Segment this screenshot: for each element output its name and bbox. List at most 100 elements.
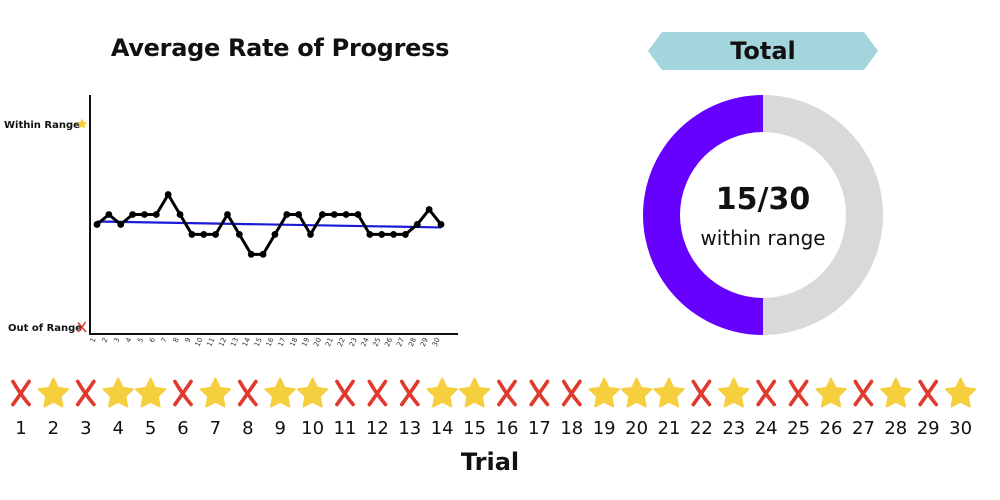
data-point bbox=[164, 191, 172, 198]
data-point bbox=[188, 231, 196, 238]
cross-icon bbox=[788, 379, 809, 407]
x-tick-label: 3 bbox=[112, 336, 121, 343]
x-tick-label: 19 bbox=[300, 336, 311, 347]
x-tick-label: 23 bbox=[348, 336, 359, 347]
trial-number: 2 bbox=[48, 418, 59, 439]
x-tick-label: 18 bbox=[288, 336, 299, 347]
donut-title: Total bbox=[730, 37, 796, 65]
x-tick-label: 20 bbox=[312, 336, 323, 347]
trial-number: 16 bbox=[496, 418, 519, 439]
trial-number: 15 bbox=[463, 418, 486, 439]
total-banner bbox=[648, 32, 878, 70]
cross-icon bbox=[335, 379, 355, 407]
star-icon bbox=[588, 377, 620, 408]
trial-number: 17 bbox=[528, 418, 551, 439]
star-icon bbox=[653, 377, 685, 408]
x-tick-label: 9 bbox=[184, 336, 193, 343]
trial-number: 25 bbox=[787, 418, 810, 439]
trial-number: 11 bbox=[334, 418, 357, 439]
x-tick-label: 27 bbox=[395, 336, 406, 347]
x-tick-label: 10 bbox=[194, 336, 205, 347]
line-chart: Within Range Out of Range 1 2 3 4 5 6 7 8 9 10 11 1… bbox=[4, 95, 458, 348]
star-icon bbox=[199, 377, 232, 408]
x-tick-label: 22 bbox=[336, 336, 347, 347]
x-tick-label: 16 bbox=[265, 336, 276, 348]
data-point bbox=[283, 211, 291, 218]
star-icon bbox=[102, 377, 134, 408]
trial-number: 27 bbox=[852, 418, 875, 439]
trial-number: 10 bbox=[301, 418, 324, 439]
trial-strip: 1 2 3 4 5 6 7 8 9 10 11 12 13 14 15 16 17 18 19 20 21 22 23 24 2… bbox=[11, 377, 977, 439]
y-label-top: Within Range bbox=[4, 120, 80, 131]
line-chart-title: Average Rate of Progress bbox=[110, 34, 450, 62]
data-point bbox=[342, 211, 350, 218]
data-point bbox=[105, 211, 113, 218]
trial-number: 9 bbox=[274, 418, 285, 439]
y-label-bottom-cross-icon bbox=[77, 321, 87, 333]
x-tick-label: 15 bbox=[253, 336, 264, 347]
data-point bbox=[330, 211, 338, 218]
x-tick-label: 4 bbox=[124, 336, 133, 344]
data-point bbox=[259, 250, 267, 258]
data-point bbox=[271, 231, 279, 238]
trial-number: 14 bbox=[431, 418, 454, 439]
data-point bbox=[235, 231, 243, 238]
x-tick-label: 14 bbox=[241, 336, 252, 348]
star-icon bbox=[426, 377, 458, 408]
donut-center-caption: within range bbox=[700, 226, 826, 250]
star-icon bbox=[815, 377, 847, 408]
trial-number: 29 bbox=[917, 418, 940, 439]
cross-icon bbox=[497, 379, 517, 407]
trial-number: 1 bbox=[15, 418, 26, 439]
x-tick-label: 21 bbox=[324, 336, 335, 347]
trial-number: 21 bbox=[658, 418, 681, 439]
trial-number: 19 bbox=[593, 418, 616, 439]
cross-icon bbox=[367, 379, 388, 407]
cross-icon bbox=[853, 379, 874, 407]
x-tick-label: 29 bbox=[419, 336, 430, 347]
cross-icon bbox=[399, 379, 420, 407]
star-icon bbox=[296, 377, 329, 408]
data-point bbox=[390, 231, 397, 238]
donut-chart bbox=[643, 95, 883, 335]
y-label-bottom: Out of Range bbox=[8, 323, 82, 334]
trial-number: 30 bbox=[949, 418, 972, 439]
y-label-top-star-icon bbox=[76, 118, 88, 129]
trial-number: 18 bbox=[560, 418, 583, 439]
x-tick-label: 12 bbox=[217, 336, 228, 347]
x-tick-label: 5 bbox=[136, 336, 145, 343]
cross-icon bbox=[75, 379, 96, 407]
cross-icon bbox=[173, 379, 193, 407]
data-point bbox=[378, 231, 386, 238]
donut-center-value: 15/30 bbox=[715, 182, 811, 217]
trial-number: 26 bbox=[820, 418, 843, 439]
x-tick-label: 6 bbox=[148, 336, 157, 344]
x-tick-label: 25 bbox=[371, 336, 382, 347]
cross-icon bbox=[11, 379, 31, 407]
cross-icon bbox=[561, 379, 582, 407]
star-icon bbox=[620, 377, 653, 408]
star-icon bbox=[944, 377, 977, 408]
cross-icon bbox=[691, 379, 712, 407]
trial-number: 4 bbox=[112, 418, 123, 439]
data-point bbox=[295, 211, 303, 218]
cross-icon bbox=[756, 379, 777, 407]
cross-icon bbox=[918, 379, 939, 407]
trial-number: 20 bbox=[625, 418, 648, 439]
x-tick-label: 28 bbox=[407, 336, 418, 347]
data-point bbox=[129, 211, 136, 218]
x-tick-label: 26 bbox=[383, 336, 394, 348]
trial-number: 8 bbox=[242, 418, 253, 439]
data-point bbox=[413, 221, 421, 228]
trend-line bbox=[96, 220, 442, 229]
data-point bbox=[354, 211, 362, 218]
star-icon bbox=[264, 377, 296, 408]
data-point bbox=[307, 231, 314, 238]
donut-slice-out bbox=[763, 95, 883, 335]
data-point bbox=[212, 231, 220, 238]
donut-slice-within bbox=[643, 95, 763, 335]
x-tick-label: 11 bbox=[205, 336, 216, 347]
x-tick-label: 17 bbox=[277, 336, 288, 347]
data-point bbox=[141, 211, 148, 218]
data-point bbox=[176, 211, 184, 218]
